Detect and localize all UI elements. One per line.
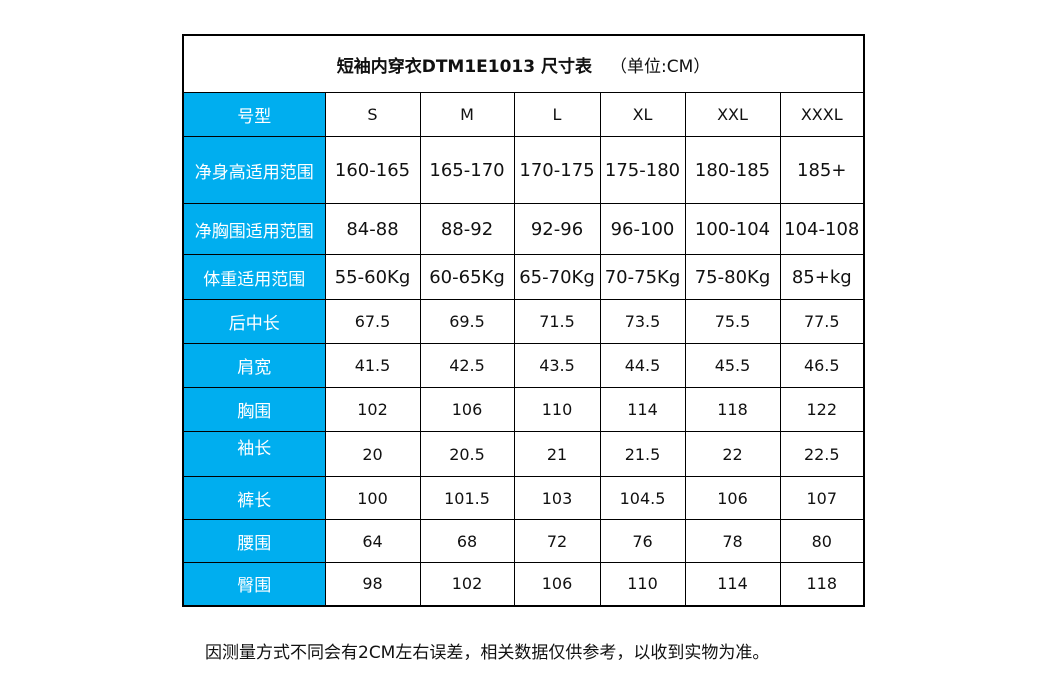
table-cell: 185+: [779, 136, 865, 204]
table-cell: 100-104: [684, 203, 781, 255]
table-cell: 170-175: [513, 136, 601, 204]
table-cell: 106: [419, 387, 515, 432]
table-cell: 22.5: [779, 431, 865, 477]
table-row: 净胸围适用范围 84-88 88-92 92-96 96-100 100-104…: [182, 203, 865, 255]
table-cell: 69.5: [419, 299, 515, 344]
table-cell: 46.5: [779, 343, 865, 388]
table-row: 肩宽 41.5 42.5 43.5 44.5 45.5 46.5: [182, 343, 865, 388]
table-cell: 65-70Kg: [513, 254, 601, 300]
table-cell: 41.5: [324, 343, 421, 388]
table-cell: 104-108: [779, 203, 865, 255]
table-cell: 43.5: [513, 343, 601, 388]
row-label: 腰围: [182, 519, 326, 563]
title-row: 短袖内穿衣DTM1E1013 尺寸表 （单位:CM）: [182, 34, 865, 93]
table-cell: 55-60Kg: [324, 254, 421, 300]
table-cell: 107: [779, 476, 865, 520]
table-cell: 100: [324, 476, 421, 520]
table-row: 净身高适用范围 160-165 165-170 170-175 175-180 …: [182, 136, 865, 204]
table-cell: 106: [513, 562, 601, 606]
size-header: M: [419, 92, 515, 137]
size-header: L: [513, 92, 601, 137]
table-cell: 64: [324, 519, 421, 563]
table-cell: 60-65Kg: [419, 254, 515, 300]
row-label: 后中长: [182, 299, 326, 344]
table-cell: 68: [419, 519, 515, 563]
table-cell: 80: [779, 519, 865, 563]
table-cell: 70-75Kg: [599, 254, 686, 300]
row-label: 臀围: [182, 562, 326, 606]
table-cell: 102: [324, 387, 421, 432]
measurement-note: 因测量方式不同会有2CM左右误差，相关数据仅供参考，以收到实物为准。: [205, 643, 770, 663]
table-cell: 75.5: [684, 299, 781, 344]
table-row: 胸围 102 106 110 114 118 122: [182, 387, 865, 432]
size-header: S: [324, 92, 421, 137]
table-cell: 114: [599, 387, 686, 432]
table-cell: 84-88: [324, 203, 421, 255]
row-label: 净胸围适用范围: [182, 203, 326, 255]
table-cell: 77.5: [779, 299, 865, 344]
table-cell: 165-170: [419, 136, 515, 204]
row-label: 胸围: [182, 387, 326, 432]
table-cell: 160-165: [324, 136, 421, 204]
table-cell: 106: [684, 476, 781, 520]
table-cell: 22: [684, 431, 781, 477]
header-row: 号型 S M L XL XXL XXXL: [182, 92, 865, 137]
table-cell: 104.5: [599, 476, 686, 520]
table-cell: 73.5: [599, 299, 686, 344]
table-cell: 110: [513, 387, 601, 432]
table-row: 腰围 64 68 72 76 78 80: [182, 519, 865, 563]
table-cell: 20: [324, 431, 421, 477]
table-cell: 118: [779, 562, 865, 606]
table-row: 体重适用范围 55-60Kg 60-65Kg 65-70Kg 70-75Kg 7…: [182, 254, 865, 300]
table-cell: 42.5: [419, 343, 515, 388]
table-cell: 98: [324, 562, 421, 606]
table-cell: 75-80Kg: [684, 254, 781, 300]
table-cell: 102: [419, 562, 515, 606]
table-row: 裤长 100 101.5 103 104.5 106 107: [182, 476, 865, 520]
table-cell: 78: [684, 519, 781, 563]
table-cell: 101.5: [419, 476, 515, 520]
table-title: 短袖内穿衣DTM1E1013 尺寸表 （单位:CM）: [182, 34, 865, 93]
table-cell: 175-180: [599, 136, 686, 204]
table-title-unit: （单位:CM）: [610, 56, 711, 77]
table-cell: 122: [779, 387, 865, 432]
row-label: 体重适用范围: [182, 254, 326, 300]
table-cell: 67.5: [324, 299, 421, 344]
table-cell: 92-96: [513, 203, 601, 255]
table-cell: 20.5: [419, 431, 515, 477]
size-header: XL: [599, 92, 686, 137]
size-header: XXXL: [779, 92, 865, 137]
row-label: 裤长: [182, 476, 326, 520]
table-cell: 88-92: [419, 203, 515, 255]
size-header: XXL: [684, 92, 781, 137]
size-chart-table: 短袖内穿衣DTM1E1013 尺寸表 （单位:CM） 号型 S M L XL XX…: [182, 34, 865, 607]
table-row: 臀围 98 102 106 110 114 118: [182, 562, 865, 606]
table-cell: 180-185: [684, 136, 781, 204]
table-row: 后中长 67.5 69.5 71.5 73.5 75.5 77.5: [182, 299, 865, 344]
table-cell: 110: [599, 562, 686, 606]
row-label: 净身高适用范围: [182, 136, 326, 204]
table-cell: 85+kg: [779, 254, 865, 300]
table-cell: 45.5: [684, 343, 781, 388]
table-cell: 71.5: [513, 299, 601, 344]
table-cell: 44.5: [599, 343, 686, 388]
table-row: 袖长 20 20.5 21 21.5 22 22.5: [182, 431, 865, 477]
table-cell: 76: [599, 519, 686, 563]
table-cell: 21.5: [599, 431, 686, 477]
table-cell: 103: [513, 476, 601, 520]
table-cell: 21: [513, 431, 601, 477]
row-label: 袖长: [182, 431, 326, 477]
table-title-main: 短袖内穿衣DTM1E1013 尺寸表: [336, 56, 593, 77]
table-cell: 72: [513, 519, 601, 563]
header-label: 号型: [182, 92, 326, 137]
table-cell: 118: [684, 387, 781, 432]
table-cell: 96-100: [599, 203, 686, 255]
table-cell: 114: [684, 562, 781, 606]
row-label: 肩宽: [182, 343, 326, 388]
